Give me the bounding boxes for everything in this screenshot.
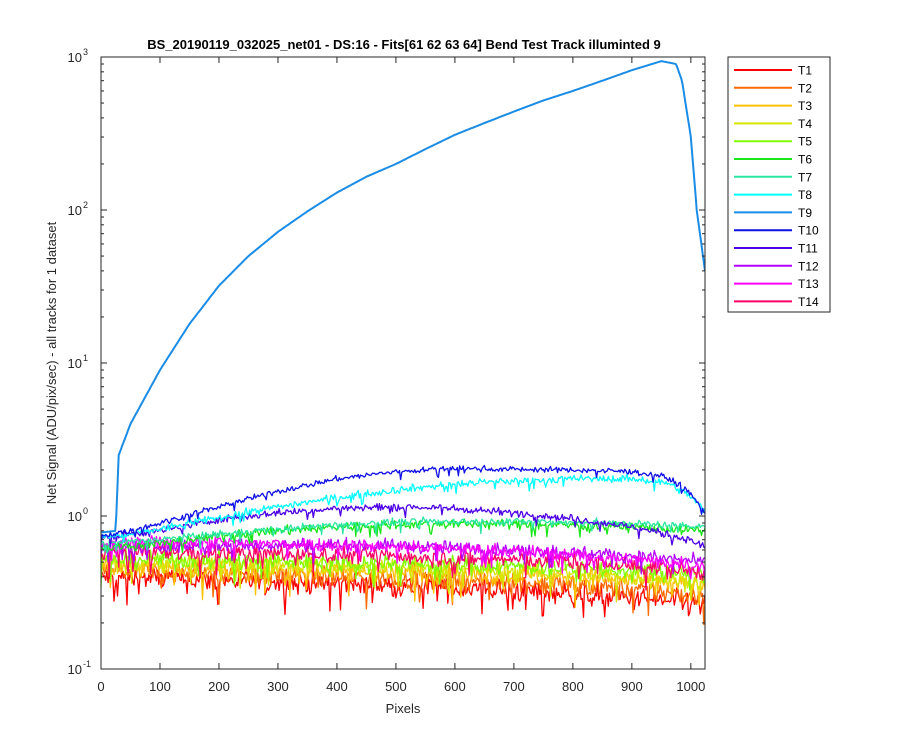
legend-label: T1 (798, 64, 812, 78)
legend-label: T13 (798, 277, 819, 291)
legend-box (727, 56, 831, 313)
legend-label: T9 (798, 206, 812, 220)
x-tick-label: 800 (562, 679, 584, 694)
legend-label: T3 (798, 99, 812, 113)
series-layer (101, 60, 705, 626)
legend-items: T1 T2 T3 T4 T5 T6 T7 T8 T9 T10 T11 T12 T13 T14 (734, 64, 819, 309)
legend-label: T4 (798, 117, 812, 131)
series-line-t10 (101, 464, 705, 543)
x-tick-label: 200 (208, 679, 230, 694)
x-tick-label: 300 (267, 679, 289, 694)
legend-label: T12 (798, 259, 819, 273)
legend-item-t5: T5 (734, 135, 812, 149)
legend-label: T5 (798, 135, 812, 149)
x-tick-label: 400 (326, 679, 348, 694)
legend-item-t1: T1 (734, 64, 812, 78)
legend-label: T8 (798, 188, 812, 202)
x-tick-label: 900 (621, 679, 643, 694)
x-tick-label: 100 (149, 679, 171, 694)
y-tick-label-base: 10 (68, 50, 82, 65)
y-tick-label-base: 10 (68, 203, 82, 218)
x-axis-label: Pixels (386, 701, 421, 716)
x-tick-label: 0 (97, 679, 104, 694)
legend-item-t7: T7 (734, 170, 812, 184)
legend-item-t2: T2 (734, 81, 812, 95)
series-line-t9 (101, 60, 705, 534)
y-tick-label: 10 -1 (68, 659, 91, 677)
legend-item-t4: T4 (734, 117, 812, 131)
legend-item-t14: T14 (734, 295, 819, 309)
legend-label: T14 (798, 295, 819, 309)
legend-label: T11 (798, 242, 818, 256)
legend-item-t9: T9 (734, 206, 812, 220)
legend-item-t11: T11 (734, 242, 818, 256)
x-tick-label: 700 (503, 679, 525, 694)
legend-label: T10 (798, 224, 819, 238)
y-tick-label-base: 10 (68, 509, 82, 524)
y-tick-label-exponent: 1 (83, 353, 88, 363)
legend-item-t10: T10 (734, 224, 819, 238)
legend-item-t6: T6 (734, 153, 812, 167)
y-tick-label-exponent: -1 (83, 659, 91, 669)
y-axis-label: Net Signal (ADU/pix/sec) - all tracks fo… (44, 221, 59, 504)
y-tick-label-base: 10 (68, 356, 82, 371)
series-line-t8 (101, 473, 705, 543)
legend-label: T7 (798, 170, 812, 184)
y-tick-label: 10 2 (68, 200, 88, 218)
legend-item-t12: T12 (734, 259, 819, 273)
chart-title: BS_20190119_032025_net01 - DS:16 - Fits[… (147, 37, 661, 52)
y-tick-label-exponent: 0 (83, 506, 88, 516)
x-tick-label: 500 (385, 679, 407, 694)
legend-label: T6 (798, 153, 812, 167)
legend-item-t13: T13 (734, 277, 819, 291)
series-line-t3 (101, 556, 705, 608)
legend: T1 T2 T3 T4 T5 T6 T7 T8 T9 T10 T11 T12 T13 T14 (727, 56, 831, 313)
legend-label: T2 (798, 81, 812, 95)
y-tick-label-exponent: 2 (83, 200, 88, 210)
y-tick-label: 10 0 (68, 506, 88, 524)
series-line-t13 (101, 535, 705, 581)
y-tick-label: 10 1 (68, 353, 88, 371)
legend-item-t3: T3 (734, 99, 812, 113)
y-tick-label-base: 10 (68, 662, 82, 677)
x-tick-label: 1000 (676, 679, 705, 694)
legend-item-t8: T8 (734, 188, 812, 202)
x-tick-label: 600 (444, 679, 466, 694)
y-tick-label-exponent: 3 (83, 47, 88, 57)
y-tick-label: 10 3 (68, 47, 88, 65)
